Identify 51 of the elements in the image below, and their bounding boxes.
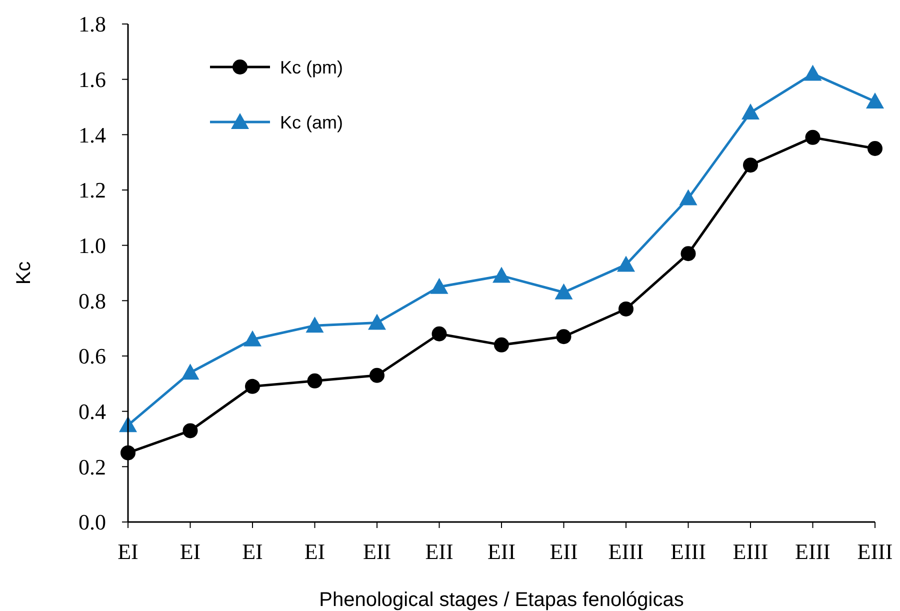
y-tick-label: 1.6 — [78, 67, 106, 92]
x-tick-label: EI — [180, 539, 201, 564]
point — [244, 330, 262, 346]
point — [430, 278, 448, 294]
point — [679, 189, 698, 206]
point — [804, 64, 822, 81]
point — [494, 337, 509, 352]
point — [618, 301, 634, 316]
point — [307, 373, 322, 388]
y-tick-label: 1.4 — [78, 122, 106, 148]
point — [492, 266, 510, 283]
y-tick-label: 0.0 — [78, 510, 106, 535]
point — [182, 423, 198, 438]
y-tick-label: 0.4 — [78, 399, 106, 424]
point — [181, 364, 200, 380]
point — [805, 130, 820, 145]
point — [743, 158, 758, 173]
point — [868, 141, 882, 156]
x-tick-label: EI — [242, 539, 263, 564]
x-tick-label: EIII — [857, 539, 893, 564]
point — [306, 316, 324, 333]
point — [554, 283, 573, 300]
x-tick-label: EIII — [795, 539, 830, 564]
y-tick-label: 1.0 — [78, 233, 106, 258]
point — [556, 329, 572, 344]
y-tick-label: 0.2 — [78, 454, 106, 480]
point — [368, 314, 386, 330]
point — [370, 368, 384, 383]
x-tick-label: EIII — [732, 539, 768, 564]
x-tick-label: EII — [550, 539, 578, 564]
y-tick-label: 0.8 — [78, 288, 106, 314]
x-tick-label: EII — [425, 539, 454, 564]
point — [617, 256, 635, 272]
x-axis-title: Phenological stages / Etapas fenológicas — [319, 589, 684, 611]
x-tick-label: EII — [487, 539, 516, 564]
point — [432, 326, 447, 342]
x-tick-label: EI — [304, 539, 326, 564]
point — [742, 104, 760, 120]
point — [866, 92, 884, 108]
x-tick-label: EIII — [670, 539, 706, 564]
x-tick-label: EII — [362, 539, 392, 564]
x-tick-label: EI — [118, 539, 138, 564]
x-tick-label: EIII — [608, 539, 644, 564]
point — [245, 378, 260, 394]
y-tick-label: 1.8 — [78, 12, 106, 37]
y-tick-label: 1.2 — [78, 178, 106, 203]
y-axis-title: Kc — [13, 261, 35, 285]
legend-label: Kc (am) — [280, 112, 343, 132]
legend-label: Kc (pm) — [280, 57, 343, 78]
y-tick-label: 0.6 — [78, 344, 106, 369]
point — [680, 246, 696, 262]
